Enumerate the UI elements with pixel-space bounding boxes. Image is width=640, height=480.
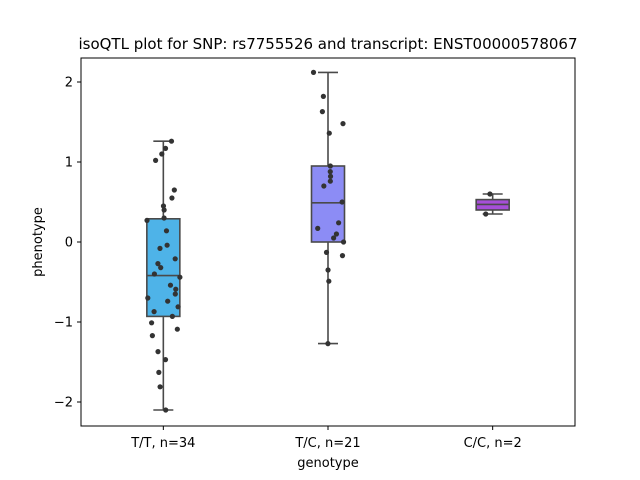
data-point (171, 187, 177, 193)
data-point (159, 151, 165, 157)
data-point (327, 169, 333, 175)
y-tick-label: 0 (65, 236, 73, 251)
data-point (164, 242, 170, 248)
points-group (483, 191, 493, 217)
data-point (161, 215, 167, 221)
data-point (149, 333, 155, 339)
data-point (320, 93, 326, 99)
data-point (319, 109, 325, 115)
data-point (163, 407, 169, 413)
data-point (157, 245, 163, 251)
data-point (172, 256, 178, 262)
data-point (487, 191, 493, 197)
x-tick-label: T/T, n=34 (130, 436, 195, 451)
data-point (339, 199, 345, 205)
data-point (152, 157, 159, 163)
box (146, 218, 181, 318)
data-point (340, 239, 347, 245)
data-point (167, 282, 174, 288)
data-point (160, 203, 167, 209)
data-point (145, 295, 151, 301)
x-axis-label: genotype (297, 456, 358, 471)
data-point (155, 261, 161, 267)
data-point (169, 313, 175, 319)
data-point (174, 326, 180, 332)
data-point (333, 231, 340, 237)
box-group (146, 140, 181, 411)
data-point (310, 69, 317, 75)
data-point (162, 145, 169, 151)
y-tick-label: 1 (65, 156, 73, 171)
data-point (151, 309, 157, 315)
y-axis: −2 −1 0 1 2 (54, 76, 81, 411)
data-point (148, 320, 155, 326)
data-point (172, 291, 178, 297)
data-point (331, 235, 337, 241)
data-point (144, 217, 150, 223)
data-point (151, 271, 158, 277)
x-axis: T/T, n=34 T/C, n=21 C/C, n=2 (130, 426, 522, 451)
data-point (161, 207, 167, 213)
data-point (175, 304, 181, 310)
box-group (475, 193, 510, 215)
data-point (340, 121, 346, 127)
data-point (177, 274, 183, 280)
data-point (327, 163, 333, 169)
data-point (327, 173, 334, 179)
data-point (162, 357, 169, 363)
data-point (169, 195, 175, 201)
box-group (310, 71, 346, 345)
chart-title: isoQTL plot for SNP: rs7755526 and trans… (78, 35, 577, 53)
data-point (165, 298, 171, 304)
x-tick-label: T/C, n=21 (294, 436, 360, 451)
data-point (339, 253, 346, 259)
data-point (327, 178, 333, 184)
data-point (168, 138, 175, 144)
data-point (158, 265, 164, 271)
x-tick-label: C/C, n=2 (464, 436, 522, 451)
data-point (173, 286, 179, 292)
y-axis-label: phenotype (31, 207, 46, 277)
data-point (326, 278, 332, 284)
plot-area (144, 69, 510, 413)
data-point (326, 130, 332, 136)
data-point (336, 220, 342, 226)
data-point (157, 384, 163, 390)
data-point (325, 267, 331, 273)
data-point (163, 228, 170, 234)
y-tick-label: −2 (54, 396, 73, 411)
y-tick-label: −1 (54, 316, 73, 331)
data-point (323, 249, 330, 255)
y-tick-label: 2 (65, 76, 73, 91)
data-point (325, 341, 331, 347)
points-group (144, 138, 183, 413)
data-point (315, 225, 321, 231)
data-point (483, 211, 489, 217)
points-group (310, 69, 347, 347)
data-point (321, 183, 327, 189)
data-point (156, 369, 162, 375)
data-point (155, 349, 161, 355)
